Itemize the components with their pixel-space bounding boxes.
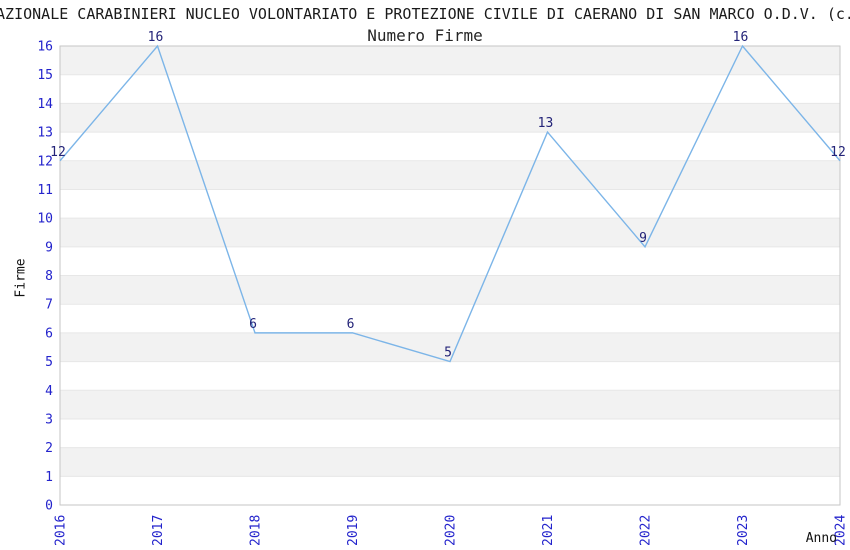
x-tick-label: 2019 (346, 515, 361, 546)
y-tick-label: 4 (45, 384, 53, 399)
y-tick-label: 13 (37, 126, 53, 141)
data-label: 16 (148, 30, 164, 45)
x-tick-label: 2022 (639, 515, 654, 546)
y-tick-label: 15 (37, 68, 53, 83)
data-label: 16 (733, 30, 749, 45)
data-label: 5 (444, 346, 452, 361)
y-axis-title: Firme (13, 258, 29, 298)
y-tick-label: 3 (45, 412, 53, 427)
x-tick-label: 2024 (834, 515, 849, 546)
data-label: 12 (50, 145, 66, 160)
y-tick-label: 9 (45, 240, 53, 255)
x-tick-label: 2021 (541, 515, 556, 546)
y-tick-label: 2 (45, 441, 53, 456)
y-tick-label: 1 (45, 470, 53, 485)
x-tick-label: 2017 (151, 515, 166, 546)
grid-band (60, 103, 840, 133)
grid-band (60, 447, 840, 477)
grid-band (60, 160, 840, 190)
y-tick-label: 7 (45, 298, 53, 313)
grid-band (60, 390, 840, 419)
x-tick-label: 2016 (54, 515, 69, 546)
series-line (59, 44, 841, 363)
y-tick-label: 12 (37, 154, 53, 169)
data-label: 9 (639, 231, 647, 246)
grid-band (60, 275, 840, 305)
chart-subtitle: Numero Firme (367, 26, 483, 45)
y-tick-label: 16 (37, 40, 53, 55)
y-tick-label: 10 (37, 212, 53, 227)
x-tick-label: 2020 (444, 515, 459, 546)
y-tick-label: 6 (45, 326, 53, 341)
data-label: 6 (347, 317, 355, 332)
y-tick-label: 0 (45, 499, 53, 514)
data-label: 13 (538, 116, 554, 131)
grid-band (60, 218, 840, 247)
data-label: 12 (830, 145, 846, 160)
y-tick-label: 14 (37, 97, 53, 112)
chart-title: AZIONALE CARABINIERI NUCLEO VOLONTARIATO… (0, 5, 850, 23)
x-tick-label: 2018 (249, 515, 264, 546)
grid-band (60, 332, 840, 362)
grid-band (60, 46, 840, 75)
x-tick-label: 2023 (736, 515, 751, 546)
y-tick-label: 11 (37, 183, 53, 198)
x-axis-title: Anno (805, 531, 837, 546)
y-tick-label: 5 (45, 355, 53, 370)
data-label: 6 (249, 317, 257, 332)
y-tick-label: 8 (45, 269, 53, 284)
plot-border (59, 45, 841, 506)
